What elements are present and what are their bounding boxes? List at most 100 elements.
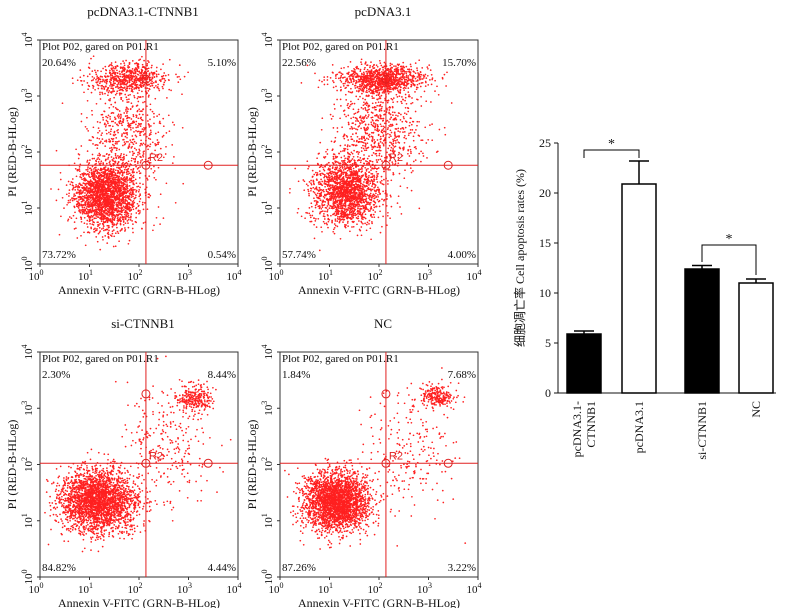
event-dot-0 xyxy=(119,171,122,174)
event-dot-0 xyxy=(90,182,93,185)
event-dot-0 xyxy=(126,183,128,186)
event-dot-1 xyxy=(92,87,95,89)
event-dot-0 xyxy=(316,192,319,195)
event-dot-0 xyxy=(320,226,323,229)
event-dot-1 xyxy=(175,73,177,76)
event-dot-2 xyxy=(129,151,131,153)
event-dot-2 xyxy=(125,112,128,114)
event-dot-0 xyxy=(114,245,117,248)
event-dot-2 xyxy=(153,116,155,118)
event-dot-1 xyxy=(102,67,104,70)
event-dot-0 xyxy=(107,192,110,195)
y-tick-base: 10 xyxy=(23,92,35,104)
event-dot-0 xyxy=(351,199,354,202)
event-dot-2 xyxy=(107,186,110,189)
event-dot-1 xyxy=(123,87,125,90)
event-dot-0 xyxy=(356,212,359,215)
event-dot-0 xyxy=(111,232,114,235)
event-dot-0 xyxy=(329,168,331,170)
event-dot-1 xyxy=(135,81,138,84)
event-dot-2 xyxy=(139,134,141,136)
event-dot-1 xyxy=(139,58,142,61)
event-dot-0 xyxy=(94,202,97,205)
event-dot-2 xyxy=(128,145,131,147)
event-dot-2 xyxy=(107,122,109,125)
event-dot-0 xyxy=(390,205,393,208)
event-dot-0 xyxy=(67,199,70,202)
event-dot-1 xyxy=(134,79,136,81)
event-dot-0 xyxy=(344,147,347,150)
event-dot-2 xyxy=(102,181,104,183)
event-dot-1 xyxy=(107,65,110,68)
event-dot-0 xyxy=(358,175,361,177)
event-dot-0 xyxy=(96,172,99,175)
event-dot-1 xyxy=(136,92,139,94)
event-dot-1 xyxy=(109,85,111,87)
event-dot-0 xyxy=(379,231,382,234)
event-dot-0 xyxy=(93,191,96,194)
event-dot-2 xyxy=(102,119,105,121)
event-dot-2 xyxy=(162,156,165,159)
event-dot-0 xyxy=(375,195,378,198)
event-dot-0 xyxy=(80,176,83,179)
event-dot-1 xyxy=(103,75,106,77)
event-dot-0 xyxy=(129,219,132,221)
event-dot-0 xyxy=(71,188,74,191)
event-dot-0 xyxy=(102,182,105,185)
event-dot-0 xyxy=(95,236,98,238)
event-dot-0 xyxy=(94,183,96,185)
event-dot-0 xyxy=(109,177,112,180)
event-dot-0 xyxy=(364,198,366,201)
event-dot-0 xyxy=(311,210,314,213)
event-dot-0 xyxy=(107,210,109,213)
event-dot-1 xyxy=(128,87,131,90)
event-dot-0 xyxy=(122,220,125,222)
event-dot-1 xyxy=(96,75,99,78)
event-dot-0 xyxy=(153,224,155,227)
event-dot-0 xyxy=(350,211,353,214)
event-dot-0 xyxy=(310,189,312,192)
event-dot-2 xyxy=(155,178,157,181)
event-dot-2 xyxy=(113,116,116,119)
event-dot-0 xyxy=(105,195,108,197)
y-tick-label: 104 xyxy=(20,33,35,48)
event-dot-2 xyxy=(130,128,132,131)
event-dot-0 xyxy=(330,214,332,217)
event-dot-2 xyxy=(99,121,101,124)
event-dot-0 xyxy=(100,198,103,200)
event-dot-0 xyxy=(130,209,132,212)
event-dot-1 xyxy=(112,71,115,74)
event-dot-2 xyxy=(151,110,154,113)
event-dot-2 xyxy=(143,100,146,103)
event-dot-0 xyxy=(88,196,91,199)
event-dot-0 xyxy=(112,216,114,219)
event-dot-2 xyxy=(143,66,145,68)
event-dot-0 xyxy=(336,225,339,228)
event-dot-2 xyxy=(135,105,138,107)
event-dot-0 xyxy=(80,234,82,237)
event-dot-2 xyxy=(162,125,165,128)
event-dot-2 xyxy=(111,140,114,143)
event-dot-2 xyxy=(156,139,159,141)
event-dot-0 xyxy=(315,171,317,174)
y-tick-base: 10 xyxy=(23,36,35,48)
event-dot-0 xyxy=(113,193,116,196)
event-dot-1 xyxy=(183,75,186,78)
event-dot-2 xyxy=(137,100,140,103)
event-dot-0 xyxy=(67,180,70,183)
event-dot-2 xyxy=(101,132,103,134)
event-dot-0 xyxy=(116,222,119,224)
event-dot-0 xyxy=(109,163,111,166)
event-dot-0 xyxy=(371,221,373,223)
event-dot-2 xyxy=(132,143,135,146)
event-dot-0 xyxy=(364,166,367,169)
event-dot-1 xyxy=(152,81,155,84)
event-dot-1 xyxy=(134,67,137,69)
event-dot-0 xyxy=(128,185,131,187)
event-dot-0 xyxy=(116,226,118,229)
event-dot-1 xyxy=(155,66,158,69)
event-dot-2 xyxy=(109,99,111,102)
event-dot-0 xyxy=(98,158,101,161)
event-dot-0 xyxy=(104,198,106,201)
event-dot-0 xyxy=(116,192,119,195)
